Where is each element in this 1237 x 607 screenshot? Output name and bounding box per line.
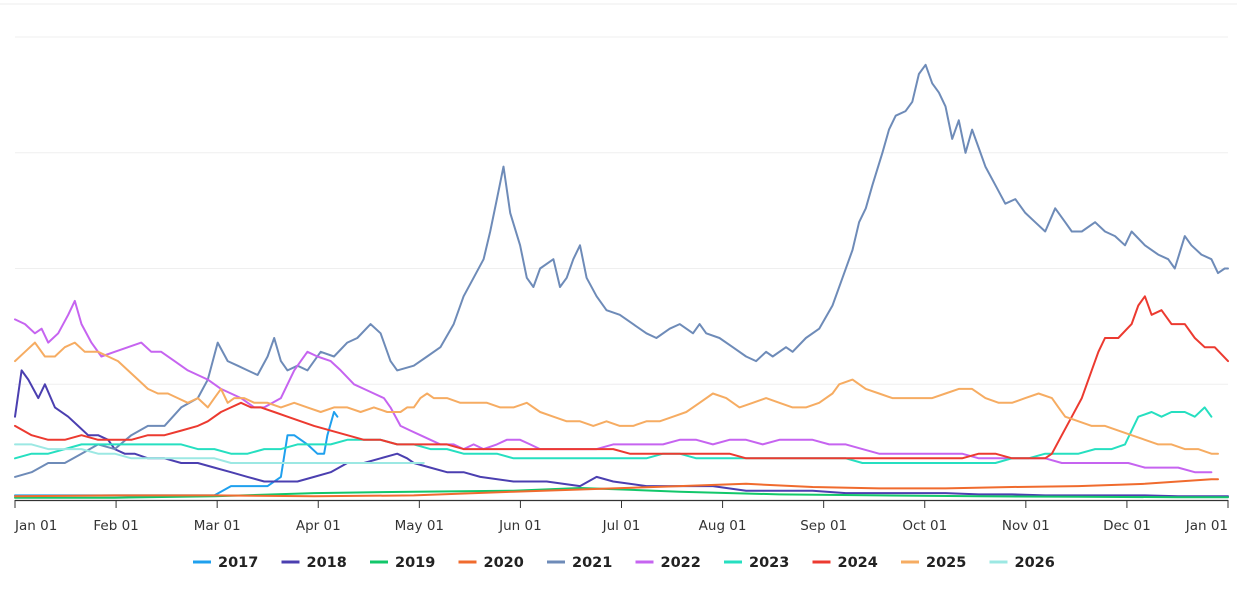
legend-item-2021[interactable]: 2021 <box>547 555 612 571</box>
x-tick-label: Jun 01 <box>498 518 542 534</box>
x-tick-label: Apr 01 <box>296 518 341 534</box>
x-tick-label: Oct 01 <box>902 518 947 534</box>
legend-item-2023[interactable]: 2023 <box>724 555 789 571</box>
legend-label: 2024 <box>838 555 878 571</box>
series-line-2018 <box>14 369 1229 498</box>
series-line-2023 <box>14 406 1213 464</box>
legend-item-2024[interactable]: 2024 <box>812 555 878 571</box>
x-tick-label: Mar 01 <box>194 518 241 534</box>
x-tick-label: Aug 01 <box>699 518 747 534</box>
legend-label: 2020 <box>484 555 524 571</box>
legend-label: 2019 <box>395 555 435 571</box>
x-tick-label: Sep 01 <box>800 518 847 534</box>
legend-label: 2018 <box>307 555 347 571</box>
legend: 2017 2018 2019 2020 2021 2022 2023 2024 2025 2026 <box>193 555 1055 571</box>
legend-label: 2023 <box>749 555 789 571</box>
legend-item-2018[interactable]: 2018 <box>281 555 347 571</box>
legend-label: 2021 <box>572 555 612 571</box>
x-axis: Jan 01 Feb 01 Mar 01 Apr 01 May 01 Jun 01 Jul … <box>14 499 1229 534</box>
series-line-2020 <box>14 478 1219 498</box>
x-tick-label: Dec 01 <box>1103 518 1151 534</box>
series-line-2026 <box>14 443 425 464</box>
legend-item-2020[interactable]: 2020 <box>458 555 524 571</box>
legend-item-2022[interactable]: 2022 <box>635 555 701 571</box>
legend-label: 2026 <box>1015 555 1055 571</box>
series-lines <box>14 63 1229 499</box>
legend-item-2017[interactable]: 2017 <box>193 555 258 571</box>
series-line-2017 <box>14 411 339 497</box>
legend-label: 2022 <box>661 555 701 571</box>
series-line-2025 <box>14 341 1219 455</box>
x-tick-label: Feb 01 <box>93 518 138 534</box>
x-tick-label: Jan 01 <box>14 518 57 534</box>
x-tick-label: Nov 01 <box>1002 518 1050 534</box>
x-tick-label: Jan 01 <box>1185 518 1228 534</box>
legend-label: 2025 <box>926 555 966 571</box>
grid <box>0 3 1237 385</box>
x-tick-label: May 01 <box>395 518 444 534</box>
x-tick-label: Jul 01 <box>602 518 641 534</box>
series-line-2022 <box>14 299 1213 474</box>
legend-item-2026[interactable]: 2026 <box>989 555 1055 571</box>
series-line-2021 <box>14 63 1229 478</box>
legend-item-2025[interactable]: 2025 <box>901 555 966 571</box>
legend-item-2019[interactable]: 2019 <box>370 555 435 571</box>
series-line-2024 <box>14 295 1229 460</box>
legend-label: 2017 <box>218 555 258 571</box>
